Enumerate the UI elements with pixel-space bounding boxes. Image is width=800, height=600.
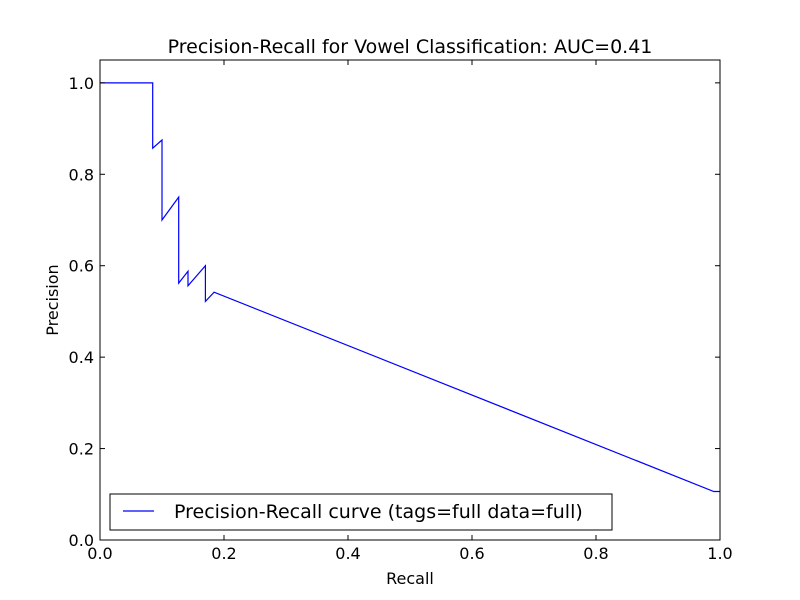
x-tick-label: 0.0: [87, 544, 112, 563]
plot-area: [100, 82, 720, 493]
x-tick-label: 0.2: [211, 544, 236, 563]
y-axis-label: Precision: [43, 264, 62, 335]
y-tick-label: 1.0: [69, 74, 94, 93]
legend-box: [109, 493, 613, 531]
pr-curve-line: [100, 82, 720, 493]
y-tick-label: 0.2: [69, 440, 94, 459]
y-tick-label: 0.0: [69, 531, 94, 550]
legend: Precision-Recall curve (tags=full data=f…: [109, 493, 613, 531]
x-tick-label: 0.4: [335, 544, 360, 563]
chart-title: Precision-Recall for Vowel Classificatio…: [168, 36, 653, 58]
y-tick-label: 0.6: [69, 257, 94, 276]
x-axis-label: Recall: [386, 569, 434, 588]
x-tick-label: 1.0: [707, 544, 732, 563]
x-tick-label: 0.8: [583, 544, 608, 563]
y-tick-label: 0.4: [69, 348, 94, 367]
axes-frame: [99, 59, 721, 541]
axis-ticks: 0.0 0.2 0.4 0.6 0.8 1.0 0.0 0.2 0.4 0.6 0.8 1.0: [69, 60, 733, 563]
legend-label: Precision-Recall curve (tags=full data=f…: [174, 501, 583, 523]
x-tick-label: 0.6: [459, 544, 484, 563]
y-tick-label: 0.8: [69, 165, 94, 184]
